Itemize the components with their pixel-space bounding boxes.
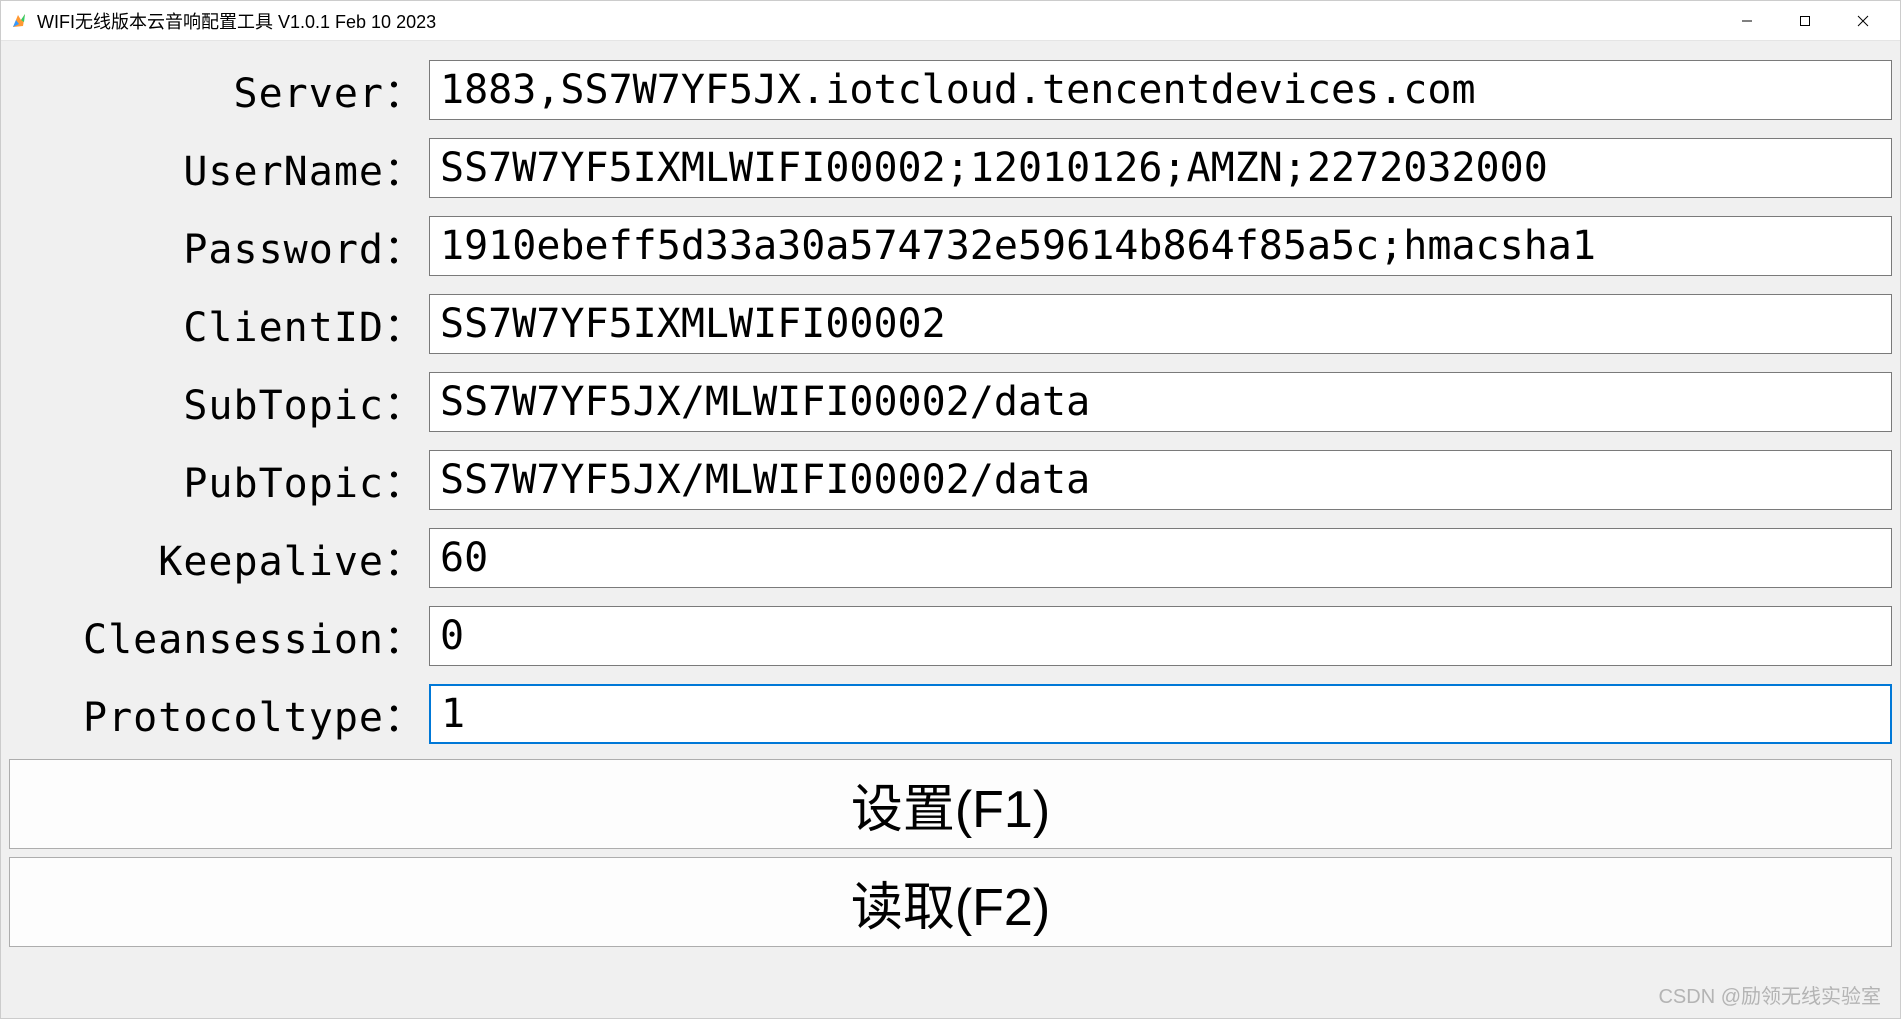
protocoltype-row: Protocoltype：	[9, 675, 1892, 753]
pubtopic-row: PubTopic：	[9, 441, 1892, 519]
server-input[interactable]	[429, 60, 1892, 120]
keepalive-row: Keepalive：	[9, 519, 1892, 597]
close-button[interactable]	[1834, 1, 1892, 41]
maximize-button[interactable]	[1776, 1, 1834, 41]
set-button[interactable]: 设置(F1)	[9, 759, 1892, 849]
app-window: WIFI无线版本云音响配置工具 V1.0.1 Feb 10 2023 Serve…	[0, 0, 1901, 1019]
server-row: Server：	[9, 51, 1892, 129]
titlebar: WIFI无线版本云音响配置工具 V1.0.1 Feb 10 2023	[1, 1, 1900, 41]
username-row: UserName：	[9, 129, 1892, 207]
server-label: Server：	[9, 61, 429, 119]
form-content: Server： UserName： Password： ClientID： Su…	[1, 41, 1900, 1018]
subtopic-label: SubTopic：	[9, 373, 429, 431]
pubtopic-label: PubTopic：	[9, 451, 429, 509]
window-controls	[1718, 1, 1892, 41]
password-row: Password：	[9, 207, 1892, 285]
subtopic-row: SubTopic：	[9, 363, 1892, 441]
button-area: 设置(F1) 读取(F2)	[9, 759, 1892, 955]
username-input[interactable]	[429, 138, 1892, 198]
clientid-input[interactable]	[429, 294, 1892, 354]
keepalive-input[interactable]	[429, 528, 1892, 588]
minimize-button[interactable]	[1718, 1, 1776, 41]
watermark: CSDN @励领无线实验室	[1658, 980, 1881, 1009]
password-label: Password：	[9, 217, 429, 275]
pubtopic-input[interactable]	[429, 450, 1892, 510]
clientid-label: ClientID：	[9, 295, 429, 353]
username-label: UserName：	[9, 139, 429, 197]
subtopic-input[interactable]	[429, 372, 1892, 432]
protocoltype-label: Protocoltype：	[9, 685, 429, 743]
cleansession-label: Cleansession：	[9, 607, 429, 665]
clientid-row: ClientID：	[9, 285, 1892, 363]
cleansession-row: Cleansession：	[9, 597, 1892, 675]
cleansession-input[interactable]	[429, 606, 1892, 666]
window-title: WIFI无线版本云音响配置工具 V1.0.1 Feb 10 2023	[37, 8, 1718, 34]
read-button[interactable]: 读取(F2)	[9, 857, 1892, 947]
protocoltype-input[interactable]	[429, 684, 1892, 744]
app-icon	[9, 11, 29, 31]
keepalive-label: Keepalive：	[9, 529, 429, 587]
password-input[interactable]	[429, 216, 1892, 276]
